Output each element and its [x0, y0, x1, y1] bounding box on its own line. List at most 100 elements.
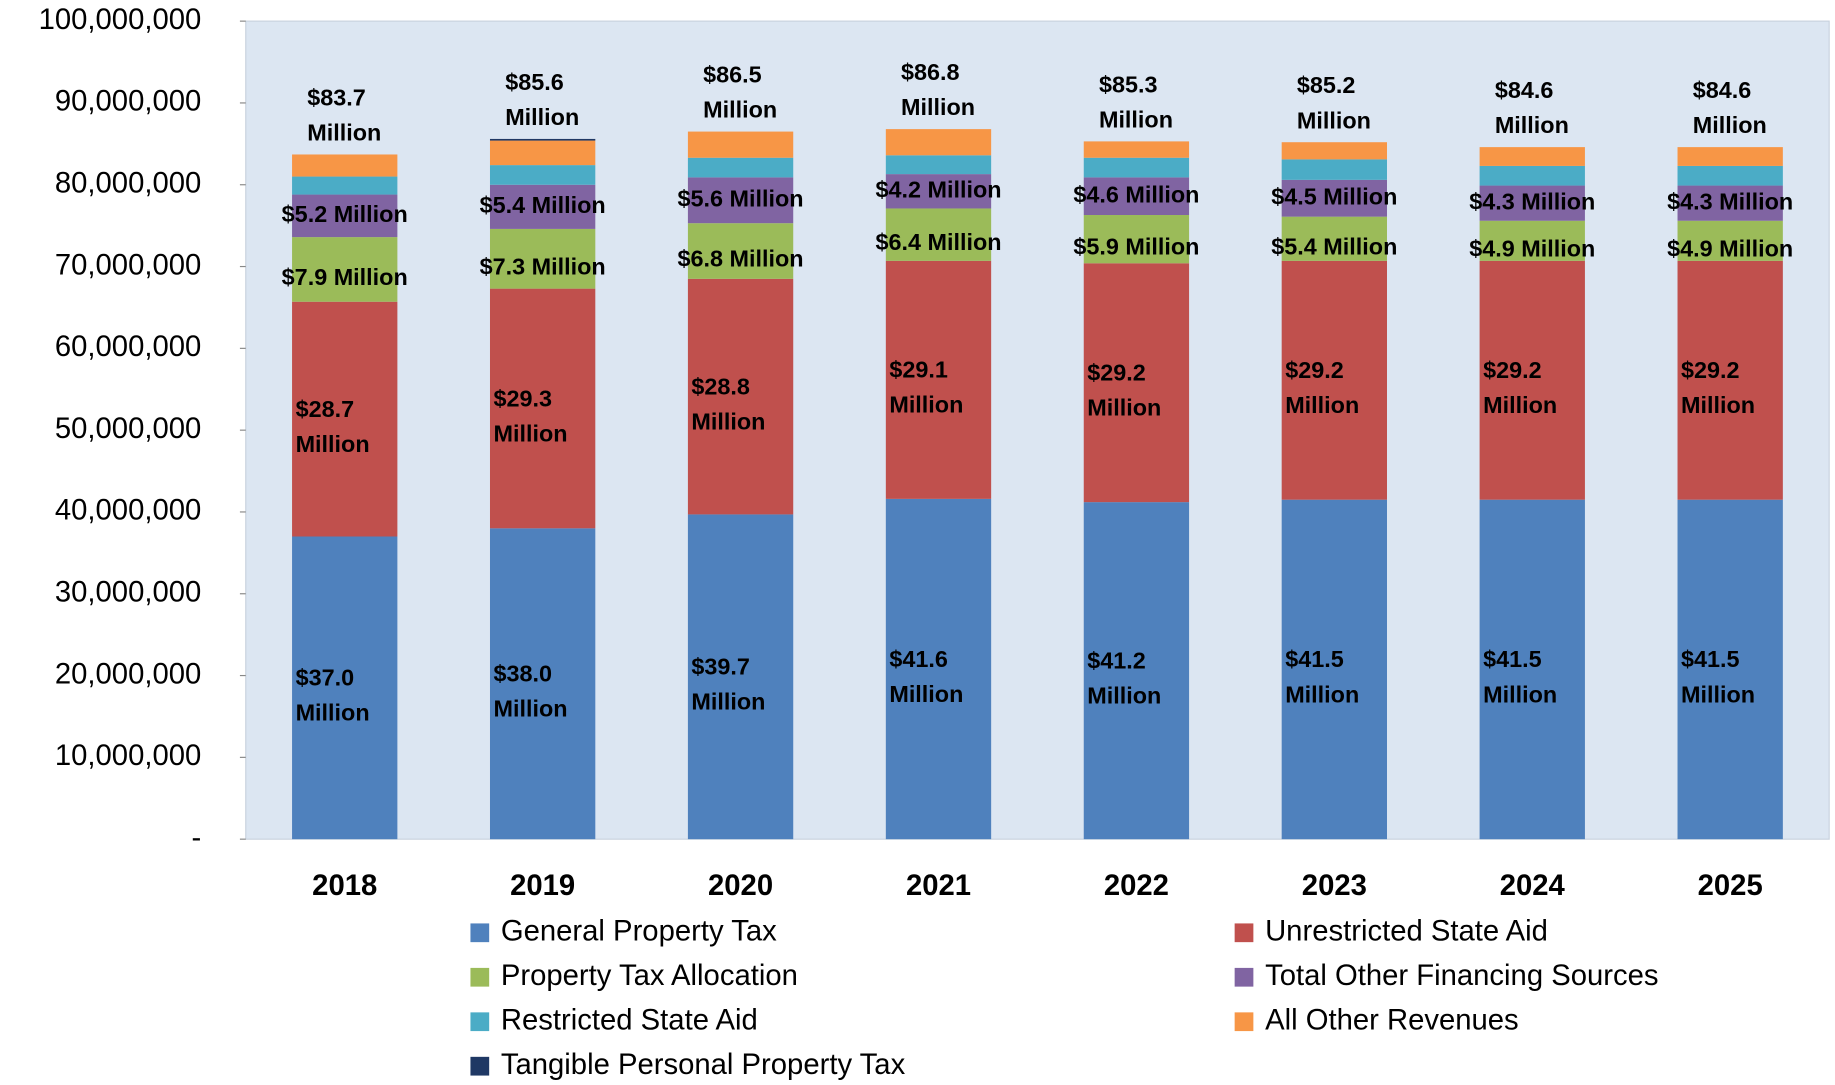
y-tick-label: 30,000,000 [55, 576, 201, 608]
data-label: $5.6 Million [678, 185, 804, 211]
data-label: $4.3 Million [1469, 188, 1595, 214]
bar-segment [1479, 165, 1585, 186]
data-label: $28.7 Million [296, 396, 370, 457]
plot-area [245, 20, 1830, 840]
bar-segment [687, 131, 794, 158]
bar-segment [1677, 499, 1783, 840]
bar-segment [489, 288, 596, 529]
total-label: $84.6 Million [1693, 77, 1767, 138]
data-label: $29.2 Million [1087, 360, 1161, 421]
bar-segment [885, 498, 992, 840]
bar-segment [885, 155, 992, 175]
x-tick-label: 2021 [906, 870, 971, 902]
legend-label: Total Other Financing Sources [1265, 960, 1658, 992]
bar-segment [1281, 142, 1388, 160]
data-label: $28.8 Million [691, 374, 765, 435]
data-label: $5.4 Million [1271, 233, 1397, 259]
bar-segment [687, 157, 794, 178]
bar-segment [1083, 141, 1190, 158]
data-label: $41.6 Million [889, 646, 963, 707]
y-tick-label: - [192, 822, 202, 854]
bar-segment [489, 228, 596, 289]
x-tick-label: 2018 [312, 870, 377, 902]
bar-segment [885, 174, 992, 209]
legend-label: Restricted State Aid [501, 1004, 758, 1036]
data-label: $4.6 Million [1073, 181, 1199, 207]
data-label: $38.0 Million [493, 661, 567, 722]
legend-swatch [470, 923, 490, 943]
total-label: $84.6 Million [1495, 77, 1569, 138]
total-label: $85.2 Million [1297, 72, 1371, 133]
total-label: $85.6 Million [505, 69, 579, 130]
legend-swatch [470, 967, 490, 987]
bar-segment [489, 184, 596, 229]
bar-segment [292, 176, 398, 195]
x-tick-label: 2024 [1500, 870, 1566, 902]
bar-segment [1677, 260, 1783, 500]
bar-segment [1083, 502, 1190, 840]
bar-segment [1677, 220, 1783, 261]
legend-swatch [1234, 967, 1254, 987]
data-label: $29.2 Million [1681, 357, 1755, 418]
total-label: $83.7 Million [307, 85, 381, 146]
bar-segment [1083, 177, 1190, 216]
data-label: $41.5 Million [1483, 646, 1557, 707]
bar-segment [292, 536, 398, 840]
bar-segment [1281, 216, 1388, 261]
y-tick-label: 60,000,000 [55, 331, 201, 363]
total-label: $86.8 Million [901, 59, 975, 120]
data-label: $4.5 Million [1271, 183, 1397, 209]
bar-segment [292, 194, 398, 238]
data-label: $41.2 Million [1087, 648, 1161, 709]
data-label: $7.9 Million [282, 264, 408, 290]
bar-segment [1083, 215, 1190, 264]
data-label: $41.5 Million [1681, 646, 1755, 707]
data-label: $29.2 Million [1483, 357, 1557, 418]
data-label: $29.2 Million [1285, 357, 1359, 418]
data-label: $7.3 Million [480, 253, 606, 279]
bar-segment [1083, 263, 1190, 503]
bar-segment [687, 223, 794, 279]
bar-segment [1479, 147, 1585, 166]
data-label: $4.2 Million [875, 176, 1001, 202]
legend-swatch [470, 1012, 490, 1032]
bar-segment [1677, 165, 1783, 186]
data-label: $5.4 Million [480, 192, 606, 218]
bar-segment [687, 278, 794, 515]
x-tick-label: 2022 [1104, 870, 1169, 902]
data-label: $4.9 Million [1469, 235, 1595, 261]
bar-segment [885, 129, 992, 156]
x-tick-label: 2019 [510, 870, 575, 902]
y-tick-label: 40,000,000 [55, 495, 201, 527]
total-label: $86.5 Million [703, 62, 777, 123]
bar-segment [1281, 179, 1388, 217]
bar-segment [1479, 220, 1585, 261]
bar-segment [1479, 260, 1585, 500]
y-tick-label: 20,000,000 [55, 658, 201, 690]
data-label: $39.7 Million [691, 654, 765, 715]
bar-segment [1083, 157, 1190, 178]
bar-segment [292, 301, 398, 537]
data-label: $6.8 Million [678, 246, 804, 272]
bar-segment [1479, 185, 1585, 221]
legend-label: All Other Revenues [1265, 1004, 1519, 1036]
legend-label: Unrestricted State Aid [1265, 916, 1548, 948]
bar-segment [292, 154, 398, 177]
data-label: $29.3 Million [493, 385, 567, 446]
bar-segment [1677, 147, 1783, 166]
legend-swatch [1234, 923, 1254, 943]
bar-segment [489, 528, 596, 840]
y-tick-label: 80,000,000 [55, 167, 201, 199]
data-label: $4.3 Million [1667, 188, 1793, 214]
data-label: $6.4 Million [875, 229, 1001, 255]
bar-segment [489, 140, 596, 166]
legend-swatch [470, 1056, 490, 1076]
bar-segment [687, 514, 794, 840]
bar-segment [292, 237, 398, 302]
bar-segment [1677, 185, 1783, 221]
data-label: $5.2 Million [282, 201, 408, 227]
y-tick-label: 70,000,000 [55, 249, 201, 281]
bar-segment [1281, 260, 1388, 500]
x-tick-label: 2023 [1302, 870, 1367, 902]
